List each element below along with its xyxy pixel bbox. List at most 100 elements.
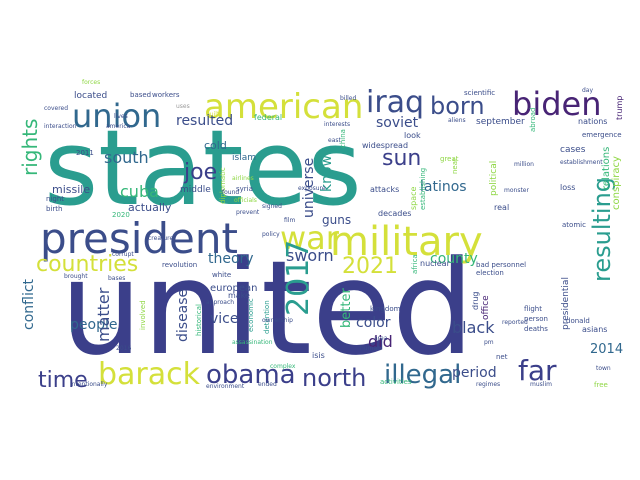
word: space (409, 186, 418, 210)
word: attacks (370, 185, 400, 194)
word: airlines (232, 175, 254, 182)
word: 2021 (342, 254, 398, 279)
word: color (356, 315, 391, 331)
word: did (368, 332, 393, 351)
word: time (38, 368, 88, 393)
word: barack (98, 357, 201, 392)
word: diplomatic (219, 167, 227, 204)
word: people (70, 317, 118, 333)
word: sworn (286, 246, 334, 265)
word: county (430, 251, 478, 267)
word: north (302, 364, 367, 392)
word: states (44, 107, 362, 229)
word: born (430, 92, 485, 120)
word: corrupt (112, 251, 134, 258)
word: war (280, 219, 339, 257)
word: far (518, 354, 557, 387)
word: forces (82, 79, 101, 86)
word: pm (484, 339, 494, 346)
word: asians (582, 325, 608, 334)
word: drug (471, 291, 480, 310)
word: iraq (366, 85, 425, 120)
word: signed (262, 203, 282, 210)
word: covered (44, 105, 69, 112)
word: white (212, 271, 232, 279)
word: located (74, 91, 108, 101)
word: kingdom (370, 305, 401, 313)
word: based (130, 91, 152, 99)
word: monster (504, 187, 529, 194)
word: united (60, 232, 475, 384)
word: historical (195, 304, 203, 336)
word: political (489, 160, 499, 196)
word: missile (52, 183, 91, 196)
word: intentionally (70, 381, 108, 388)
word: widespread (362, 141, 409, 150)
word: conflict (21, 278, 37, 330)
word: emergence (582, 131, 622, 139)
word: exposure (298, 185, 326, 192)
word: september (476, 117, 525, 127)
word: area (374, 335, 388, 342)
word: lives (114, 113, 128, 120)
word: cases (560, 145, 586, 155)
word: sun (382, 146, 422, 171)
word: great (440, 155, 459, 163)
word: muslim (530, 381, 552, 388)
word: real (494, 203, 510, 212)
word: ownership (262, 317, 293, 324)
word: workers (152, 91, 180, 99)
word: person (524, 315, 548, 323)
word: film (284, 217, 296, 224)
word: policy (262, 231, 280, 238)
word: interaction (44, 123, 77, 130)
word: trump (615, 95, 624, 120)
word: interests (324, 121, 351, 128)
word: ended (258, 381, 277, 388)
word: rights (18, 118, 42, 176)
word: deaths (524, 325, 548, 333)
word: president (40, 214, 238, 263)
word: better (339, 288, 354, 328)
word: birth (46, 205, 63, 213)
word: federal (254, 113, 283, 122)
word: scientific (464, 89, 496, 97)
word: conspiracy (611, 156, 622, 210)
word: nations (578, 117, 608, 126)
word: free (594, 381, 608, 389)
word: syria (236, 185, 253, 193)
word: cold (204, 139, 227, 152)
word: built (206, 111, 220, 118)
word: period (452, 365, 497, 381)
word: south (104, 148, 149, 167)
word: european (210, 283, 258, 294)
word: biden (512, 85, 602, 123)
word: obama (206, 360, 296, 390)
word: bases (108, 275, 126, 282)
word: town (596, 365, 611, 372)
word: actually (128, 201, 172, 214)
word: africa (411, 254, 419, 274)
word: 2014 (590, 342, 624, 357)
word: brought (64, 273, 88, 280)
word: human (360, 345, 381, 352)
word: atomic (562, 221, 586, 229)
word: revolution (162, 261, 198, 269)
word: islam (232, 153, 256, 163)
word: soviet (376, 115, 419, 131)
word: establishing (419, 167, 427, 210)
word: cuba (120, 182, 159, 201)
word: donald (566, 317, 590, 325)
word: complex (270, 363, 296, 370)
word: billed (340, 95, 357, 102)
word: net (496, 353, 508, 361)
word: activities (380, 378, 412, 386)
word: vice (210, 311, 239, 327)
word: latinos (420, 179, 467, 195)
word: officials (234, 197, 257, 204)
word: involved (139, 300, 147, 330)
word: loss (560, 183, 576, 192)
word: black (452, 318, 495, 337)
word: resulted (176, 113, 234, 129)
word: decades (378, 209, 412, 218)
